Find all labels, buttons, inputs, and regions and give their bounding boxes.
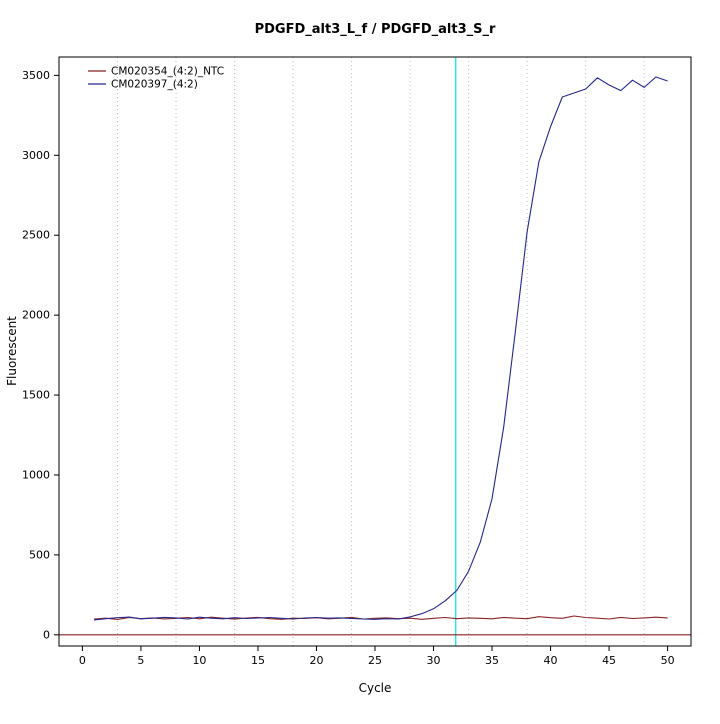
x-tick-label: 15 <box>251 654 265 667</box>
series-layer <box>94 76 668 621</box>
gridlines <box>117 57 645 646</box>
x-tick-label: 0 <box>79 654 86 667</box>
y-tick-label: 3000 <box>22 149 50 162</box>
legend-label-sample: CM020397_(4:2) <box>111 79 198 91</box>
x-tick-label: 35 <box>485 654 499 667</box>
x-tick-label: 10 <box>192 654 206 667</box>
y-tick-label: 500 <box>29 548 50 561</box>
plot-border <box>58 56 692 647</box>
y-axis-label: Fluorescent <box>5 316 19 386</box>
y-tick-label: 1500 <box>22 389 50 402</box>
axis-ticks: 0 5 10 15 20 25 30 35 40 45 5005001000150020002500… <box>22 69 675 667</box>
series-line-0 <box>94 615 668 621</box>
x-tick-label: 30 <box>427 654 441 667</box>
y-tick-label: 2000 <box>22 309 50 322</box>
series-line-1 <box>94 76 668 621</box>
y-tick-label: 2500 <box>22 229 50 242</box>
y-tick-label: 1000 <box>22 468 50 481</box>
legend-item-sample: CM020397_(4:2) <box>88 79 198 91</box>
chart-title: PDGFD_alt3_L_f / PDGFD_alt3_S_r <box>255 22 496 37</box>
legend-label-ntc: CM020354_(4:2)_NTC <box>111 66 224 78</box>
x-tick-label: 45 <box>602 654 616 667</box>
legend: CM020354_(4:2)_NTC CM020397_(4:2) <box>88 66 224 91</box>
x-tick-label: 20 <box>309 654 323 667</box>
x-axis-label: Cycle <box>359 681 392 695</box>
x-tick-label: 5 <box>137 654 144 667</box>
x-tick-label: 25 <box>368 654 382 667</box>
y-tick-label: 3500 <box>22 69 50 82</box>
x-tick-label: 40 <box>544 654 558 667</box>
legend-item-ntc: CM020354_(4:2)_NTC <box>88 66 224 78</box>
y-tick-label: 0 <box>43 628 50 641</box>
x-tick-label: 50 <box>661 654 675 667</box>
